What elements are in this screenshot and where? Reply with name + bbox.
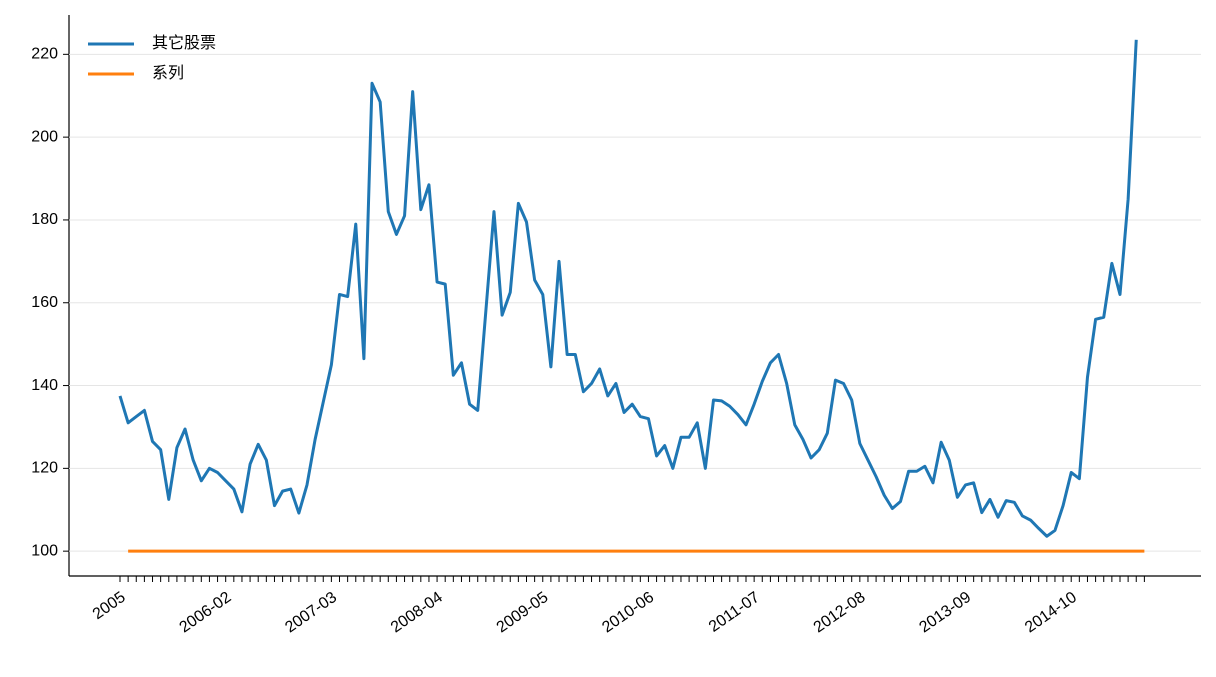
legend-label: 系列 xyxy=(152,64,184,82)
x-tick-label: 2006-02 xyxy=(177,589,235,637)
legend-label: 其它股票 xyxy=(152,34,216,52)
y-tick-label: 120 xyxy=(31,460,58,477)
y-tick-label: 140 xyxy=(31,377,58,394)
x-tick-label: 2005 xyxy=(90,589,129,623)
y-tick-label: 180 xyxy=(31,211,58,228)
y-tick-label: 100 xyxy=(31,542,58,559)
x-tick-label: 2013-09 xyxy=(916,589,974,637)
x-tick-label: 2009-05 xyxy=(494,589,552,637)
x-tick-label: 2010-06 xyxy=(599,589,657,637)
x-tick-label: 2007-03 xyxy=(282,589,340,637)
x-tick-label: 2011-07 xyxy=(706,589,763,636)
y-tick-label: 160 xyxy=(31,294,58,311)
x-tick-label: 2014-10 xyxy=(1022,589,1080,637)
y-tick-label: 200 xyxy=(31,128,58,145)
x-tick-label: 2012-08 xyxy=(811,589,869,637)
y-tick-label: 220 xyxy=(31,46,58,63)
x-tick-label: 2008-04 xyxy=(388,589,446,637)
data-line xyxy=(118,39,1138,538)
